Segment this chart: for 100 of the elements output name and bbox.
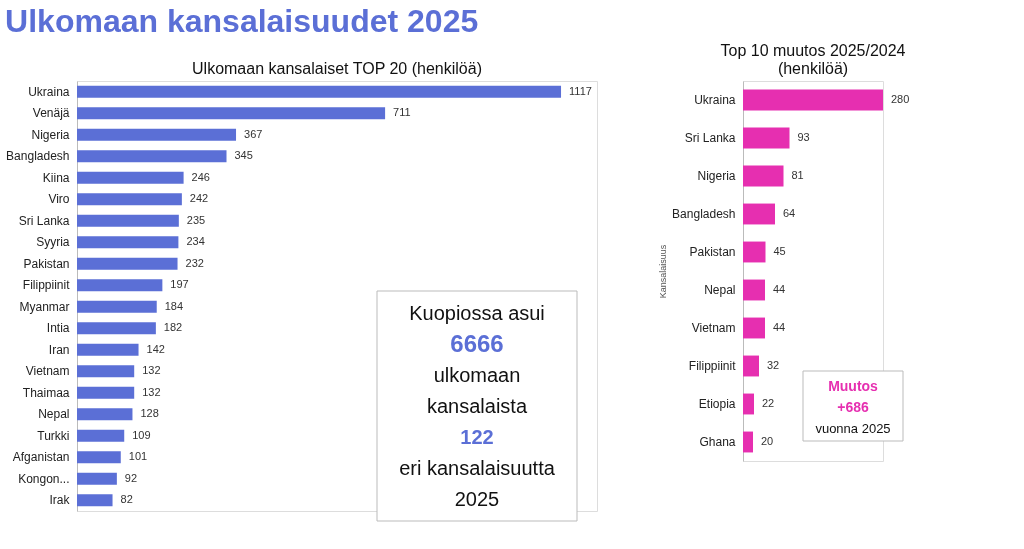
data-label: 64 (783, 207, 796, 219)
bar (77, 365, 135, 378)
annotation: vuonna 2025 (815, 420, 891, 436)
data-label: 20 (761, 435, 774, 447)
bar (77, 494, 113, 507)
bar (743, 431, 753, 453)
bar (77, 408, 133, 421)
bar (77, 85, 562, 98)
annotation: Kuopiossa asui (409, 302, 545, 325)
annotation: kansalaista (426, 395, 528, 418)
data-label: 1117 (569, 84, 592, 97)
data-label: 82 (120, 493, 133, 506)
data-label: 22 (762, 397, 775, 409)
annotation: +686 (837, 398, 869, 415)
y-tick-label: Nepal (704, 283, 736, 297)
data-label: 109 (132, 428, 151, 441)
bar (743, 203, 775, 225)
data-label: 235 (186, 213, 206, 226)
y-tick-label: Nigeria (31, 127, 70, 142)
data-label: 93 (797, 131, 810, 143)
y-tick-label: Nepal (38, 407, 70, 422)
data-label: 711 (393, 106, 411, 119)
y-tick-label: Sri Lanka (684, 131, 736, 145)
data-label: 142 (146, 342, 165, 355)
data-label: 128 (140, 407, 159, 420)
data-label: 345 (234, 149, 253, 162)
bar (77, 128, 237, 141)
y-tick-label: Irak (49, 493, 71, 508)
annotation: 6666 (450, 330, 504, 358)
data-label: 280 (891, 93, 910, 105)
bar (743, 89, 883, 111)
y-tick-label: Afganistan (12, 450, 70, 465)
data-label: 32 (767, 359, 780, 371)
data-label: 45 (773, 245, 786, 257)
bar (77, 451, 121, 464)
bar (743, 279, 765, 301)
data-label: 101 (128, 450, 148, 463)
bar (743, 241, 766, 263)
bar (77, 236, 179, 249)
y-tick-label: Ukraina (28, 84, 70, 99)
bar (77, 150, 227, 163)
y-tick-label: Bangladesh (6, 149, 70, 164)
bar (743, 165, 784, 187)
y-tick-label: Syyria (36, 235, 70, 250)
data-label: 182 (163, 321, 183, 334)
data-label: 44 (773, 283, 786, 295)
annotation: 2025 (454, 488, 500, 511)
bar (743, 393, 754, 415)
y-tick-label: Vietnam (691, 321, 736, 335)
y-tick-label: Filippiinit (688, 359, 737, 373)
data-label: 242 (189, 192, 209, 205)
annotation: ulkomaan (433, 364, 521, 387)
y-axis-title: Kansalaisuus (658, 244, 669, 299)
data-label: 197 (170, 278, 189, 291)
y-tick-label: Filippiinit (22, 278, 71, 293)
bar (77, 343, 139, 356)
bar (743, 127, 790, 149)
data-label: 44 (773, 321, 786, 333)
y-tick-label: Sri Lanka (18, 213, 70, 228)
bar (77, 300, 157, 313)
data-label: 234 (186, 235, 205, 248)
data-label: 367 (244, 127, 263, 140)
bar (77, 214, 179, 227)
bar (77, 386, 135, 399)
data-label: 132 (142, 364, 161, 377)
bar (77, 279, 163, 292)
y-tick-label: Ukraina (694, 93, 736, 107)
y-tick-label: Turkki (37, 428, 70, 443)
data-label: 232 (185, 256, 204, 269)
chart-title: Top 10 muutos 2025/2024 (henkilöä) (720, 42, 906, 77)
y-tick-label: Intia (46, 321, 70, 336)
y-tick-label: Viro (48, 192, 70, 207)
bar (77, 193, 182, 206)
bar (77, 322, 156, 335)
chart-title: Ulkomaan kansalaisuudet 2025 (5, 2, 479, 39)
data-label: 92 (124, 471, 138, 484)
y-tick-label: Pakistan (689, 245, 736, 259)
bar (743, 317, 765, 339)
bar (77, 429, 125, 442)
y-tick-label: Etiopia (698, 397, 736, 411)
y-tick-label: Ghana (699, 435, 736, 449)
annotation: Muutos (828, 377, 879, 394)
y-tick-label: Thaimaa (22, 385, 70, 400)
y-tick-label: Myanmar (19, 299, 70, 314)
bar (77, 107, 386, 120)
data-label: 246 (191, 170, 210, 183)
y-tick-label: Bangladesh (672, 207, 736, 221)
y-tick-label: Nigeria (697, 169, 736, 183)
data-label: 81 (791, 169, 804, 181)
data-label: 132 (142, 385, 161, 398)
y-tick-label: Kongon... (18, 471, 70, 486)
y-tick-label: Venäjä (32, 106, 70, 121)
bar (77, 257, 178, 270)
bar (77, 472, 117, 485)
y-tick-label: Vietnam (25, 364, 70, 379)
chart-subtitle: Ulkomaan kansalaiset TOP 20 (henkilöä) (192, 60, 482, 77)
bar (743, 355, 759, 377)
y-tick-label: Pakistan (23, 256, 70, 271)
y-tick-label: Iran (48, 342, 70, 357)
annotation: eri kansalaisuutta (399, 457, 556, 480)
